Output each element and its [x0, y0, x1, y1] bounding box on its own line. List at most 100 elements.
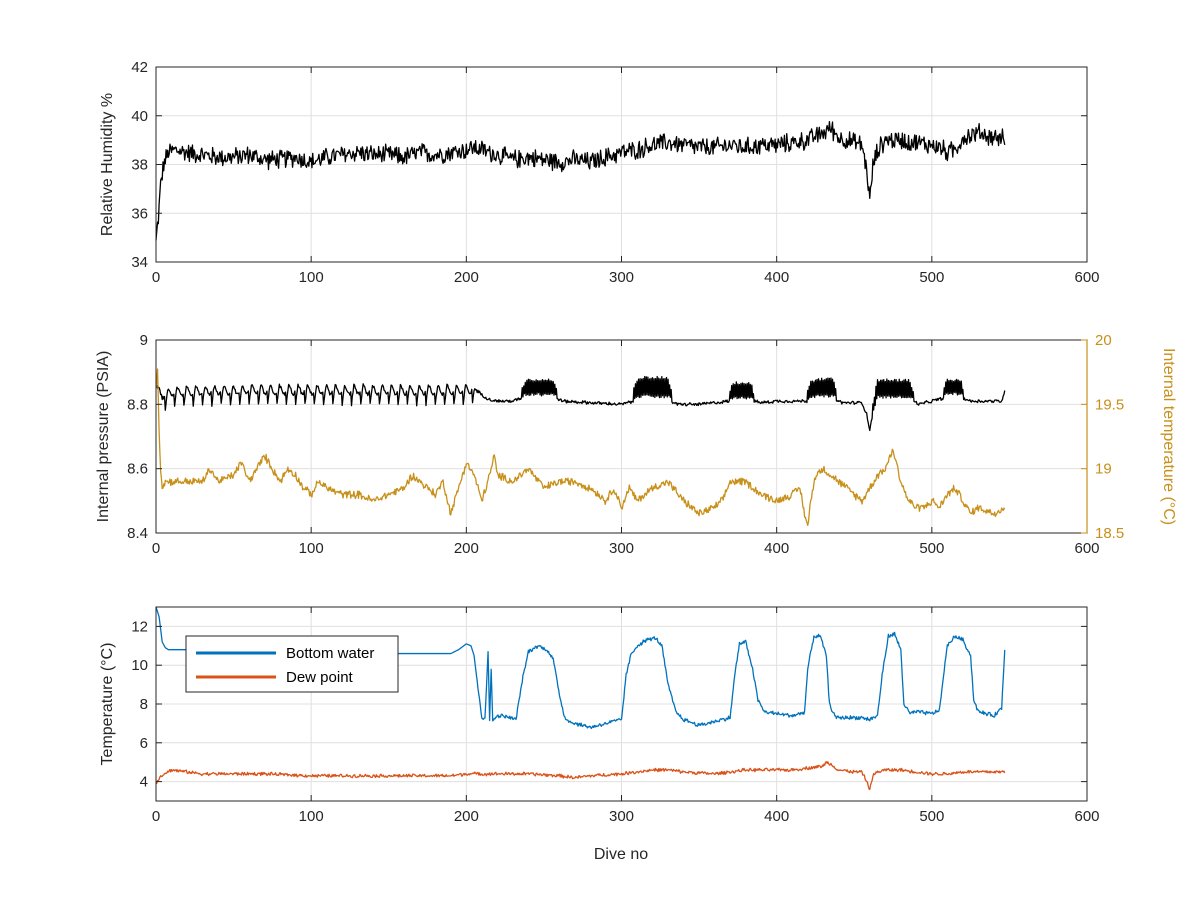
x-tick: 300 — [609, 67, 634, 286]
x-tick-label: 0 — [152, 269, 160, 286]
x-tick: 200 — [454, 340, 479, 557]
series-line-pressure_temperature-series-0 — [155, 375, 1006, 432]
y-tick-label: 36 — [131, 205, 148, 222]
x-tick: 600 — [1074, 67, 1100, 286]
legend-label-bottom-water: Bottom water — [286, 645, 374, 662]
x-tick-label: 500 — [919, 808, 944, 825]
x-tick-label: 400 — [764, 808, 789, 825]
y-tick-label: 8.8 — [127, 396, 148, 413]
y-tick: 9 — [140, 332, 162, 349]
legend-label-dew-point: Dew point — [286, 669, 354, 686]
x-tick-label: 200 — [454, 540, 479, 557]
x-tick: 0 — [152, 67, 160, 286]
x-tick: 100 — [299, 340, 324, 557]
y-axis-label-internal-temperature: Internal temperature (°C) — [1160, 348, 1177, 525]
x-tick: 400 — [764, 340, 789, 557]
x-ticks-pressure-temperature: 0 100 200 300 400 500 600 — [152, 340, 1100, 557]
legend: Bottom water Dew point — [185, 635, 399, 693]
y-tick: 42 — [131, 59, 1087, 76]
y-tick: 34 — [131, 254, 1087, 271]
y-tick-label: 10 — [131, 657, 148, 674]
x-tick-label: 200 — [454, 269, 479, 286]
y-axis-label-pressure: Internal pressure (PSIA) — [95, 351, 112, 523]
x-tick: 300 — [609, 607, 634, 825]
y-tick-label: 12 — [131, 618, 148, 635]
y-tick: 12 — [131, 618, 1087, 635]
y-tick: 10 — [131, 657, 1087, 674]
y-tick-label: 40 — [131, 108, 148, 125]
x-ticks-temperature: 0 100 200 300 400 500 600 — [152, 607, 1100, 825]
y-tick: 8 — [140, 696, 1087, 713]
x-axis-label-dive-no: Dive no — [594, 846, 648, 863]
x-tick-label: 100 — [299, 808, 324, 825]
y-axis-label-humidity: Relative Humidity % — [99, 93, 116, 236]
y-tick-label: 6 — [140, 735, 148, 752]
y-tick-label: 34 — [131, 254, 148, 271]
x-tick-label: 100 — [299, 540, 324, 557]
y-tick: 8.6 — [127, 461, 162, 478]
grid-humidity — [155, 66, 1088, 263]
x-tick: 300 — [609, 340, 634, 557]
panel-pressure-temperature: 0 100 200 300 400 500 600 8.4 8.6 8.8 9 18.5 19 19.… — [95, 332, 1177, 557]
y-tick-label: 9 — [140, 332, 148, 349]
y-tick-label: 8 — [140, 696, 148, 713]
series-line-pressure_temperature-series-1 — [155, 368, 1006, 526]
x-tick-label: 600 — [1074, 540, 1099, 557]
y-tick: 36 — [131, 205, 1087, 222]
y-tick-label: 38 — [131, 157, 148, 174]
x-tick-label: 200 — [454, 808, 479, 825]
y-tick-label: 8.6 — [127, 461, 148, 478]
x-tick: 0 — [152, 607, 160, 825]
y-tick: 8.4 — [127, 525, 162, 542]
x-tick-label: 500 — [919, 269, 944, 286]
panel-humidity: 0 100 200 300 400 500 600 34 36 38 40 42 Relative … — [99, 59, 1100, 286]
series-line-humidity-series-0 — [155, 120, 1006, 241]
y-tick-label-right: 18.5 — [1095, 525, 1124, 542]
y-tick-label-right: 20 — [1095, 332, 1112, 349]
x-tick: 200 — [454, 67, 479, 286]
y-tick-label-right: 19.5 — [1095, 396, 1124, 413]
x-tick: 500 — [919, 607, 944, 825]
y-tick-right: 18.5 — [1081, 525, 1124, 542]
x-ticks-humidity: 0 100 200 300 400 500 600 — [152, 67, 1100, 286]
x-tick-label: 400 — [764, 540, 789, 557]
x-tick: 200 — [454, 607, 479, 825]
y-tick: 38 — [131, 157, 1087, 174]
x-tick-label: 300 — [609, 808, 634, 825]
x-tick-label: 300 — [609, 269, 634, 286]
grid-temperature — [155, 607, 1088, 801]
y-ticks-humidity: 34 36 38 40 42 — [131, 59, 1087, 271]
y-axis-label-temperature: Temperature (°C) — [99, 643, 116, 766]
x-tick: 500 — [919, 340, 944, 557]
y-ticks-temperature: 4 6 8 10 12 — [131, 618, 1087, 791]
x-tick: 100 — [299, 607, 324, 825]
y-tick-label: 4 — [140, 774, 148, 791]
y-tick: 6 — [140, 735, 1087, 752]
y-tick: 8.8 — [127, 396, 162, 413]
x-tick: 500 — [919, 67, 944, 286]
x-tick-label: 600 — [1074, 808, 1099, 825]
series-pressure-temperature — [155, 368, 1006, 526]
y-tick-label: 8.4 — [127, 525, 148, 542]
y-tick-right: 19 — [1081, 461, 1112, 478]
y-ticks-pressure-temperature: 8.4 8.6 8.8 9 — [127, 332, 162, 542]
legend-box — [185, 635, 399, 693]
x-tick-label: 500 — [919, 540, 944, 557]
x-tick: 0 — [152, 340, 160, 557]
series-humidity — [155, 120, 1006, 241]
x-tick: 400 — [764, 607, 789, 825]
y-tick-right: 19.5 — [1081, 396, 1124, 413]
x-tick: 100 — [299, 67, 324, 286]
y-tick-label: 42 — [131, 59, 148, 76]
x-tick-label: 400 — [764, 269, 789, 286]
y-ticks-right-pressure-temperature: 18.5 19 19.5 20 — [1081, 332, 1124, 542]
y-tick-right: 20 — [1081, 332, 1112, 349]
y-tick-label-right: 19 — [1095, 461, 1112, 478]
x-tick-label: 0 — [152, 808, 160, 825]
x-tick-label: 300 — [609, 540, 634, 557]
x-tick-label: 600 — [1074, 269, 1099, 286]
x-tick: 600 — [1074, 607, 1100, 825]
panel-temperature: 0 100 200 300 400 500 600 4 6 8 10 12 Temperature … — [99, 606, 1100, 863]
series-line-dew-point — [155, 761, 1006, 791]
